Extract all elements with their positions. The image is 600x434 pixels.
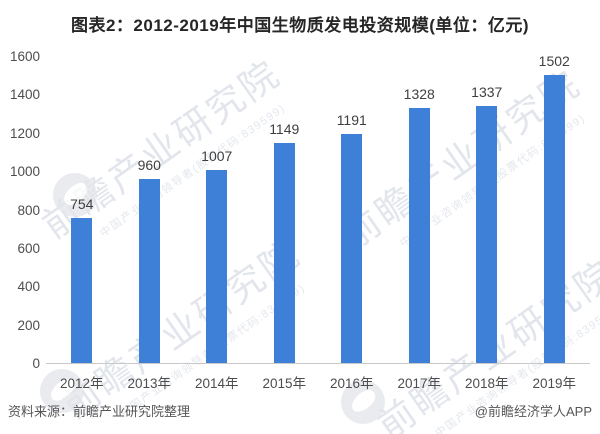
bar-2019年 — [543, 74, 565, 363]
x-tick-label: 2015年 — [262, 376, 307, 391]
x-tick-label: 2014年 — [194, 376, 239, 391]
bar-2012年 — [71, 218, 93, 363]
y-tick-label: 800 — [17, 202, 40, 218]
chart-title: 图表2：2012-2019年中国生物质发电投资规模(单位：亿元) — [70, 16, 530, 35]
y-axis: 0 200 400 600 800 1000 1200 1400 1600 — [0, 0, 40, 434]
x-tick-label: 2018年 — [464, 376, 509, 391]
x-tick-label: 2017年 — [397, 376, 442, 391]
bar-2014年 — [206, 169, 228, 363]
bar-2017年 — [408, 108, 430, 363]
y-tick-label: 1400 — [9, 87, 40, 103]
x-tick-label: 2019年 — [532, 376, 577, 391]
y-tick-label: 200 — [17, 317, 40, 333]
credit-note: @前瞻经济学人APP — [474, 404, 592, 419]
plot-area: 754 2012年 960 2013年 1007 2014年 1149 2015年 1191 20… — [46, 53, 590, 391]
bar-2016年 — [341, 134, 363, 363]
x-tick-label: 2016年 — [329, 376, 374, 391]
y-tick-label: 400 — [17, 279, 40, 295]
x-tick-label: 2012年 — [59, 376, 104, 391]
y-tick-label: 1200 — [9, 125, 40, 141]
y-tick-label: 1600 — [9, 49, 40, 64]
y-tick-label: 1000 — [9, 164, 40, 180]
bar-2013年 — [138, 178, 160, 363]
bar-value-label: 754 — [70, 196, 94, 213]
x-axis-line — [46, 363, 590, 364]
bar-value-label: 1149 — [269, 120, 300, 137]
bar-value-label: 1007 — [201, 147, 233, 164]
bar-value-label: 1502 — [538, 52, 570, 69]
bar-2015年 — [273, 142, 295, 363]
y-tick-label: 0 — [32, 356, 40, 371]
x-tick-label: 2013年 — [127, 376, 172, 391]
bar-value-label: 1191 — [336, 112, 367, 129]
bar-2018年 — [476, 106, 498, 363]
bar-value-label: 1328 — [403, 86, 435, 103]
y-tick-label: 600 — [17, 240, 40, 256]
source-note: 资料来源：前瞻产业研究院整理 — [8, 404, 191, 419]
bar-value-label: 1337 — [471, 84, 503, 101]
bar-value-label: 960 — [137, 156, 161, 173]
